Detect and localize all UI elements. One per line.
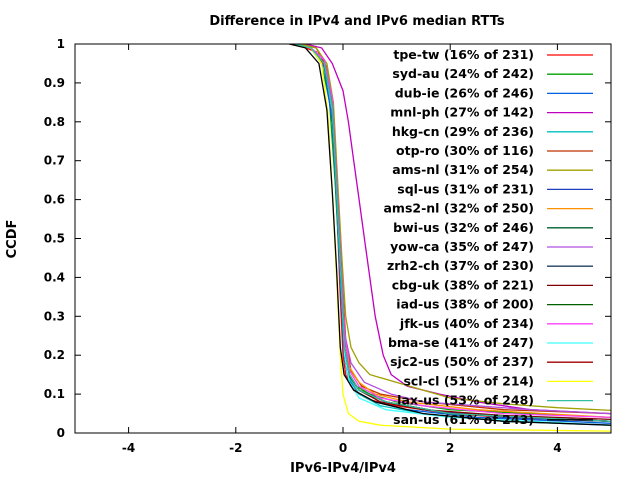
y-tick-label: 1 bbox=[57, 37, 65, 51]
series-line-14 bbox=[294, 44, 611, 419]
y-tick-label: 0.8 bbox=[44, 115, 65, 129]
legend-label: ams2-nl (32% of 250) bbox=[384, 201, 535, 216]
legend-label: yow-ca (35% of 247) bbox=[390, 239, 534, 254]
legend-label: sjc2-us (50% of 237) bbox=[390, 354, 534, 369]
y-tick-label: 0.9 bbox=[44, 76, 65, 90]
x-tick-label: -2 bbox=[229, 441, 242, 455]
series-line-17 bbox=[294, 44, 611, 432]
x-tick-label: 4 bbox=[553, 441, 561, 455]
legend-label: scl-cl (51% of 214) bbox=[403, 373, 534, 388]
y-tick-label: 0.6 bbox=[44, 193, 65, 207]
legend-label: sql-us (31% of 231) bbox=[397, 181, 534, 196]
axis-ticks: -4 -2 0 2 4 0 0.1 0.2 0.3 0.4 0.5 0.6 0.7 0.8 0.9 1 bbox=[44, 37, 611, 455]
y-tick-label: 0.2 bbox=[44, 348, 65, 362]
series-line-19 bbox=[289, 44, 611, 426]
legend-label: syd-au (24% of 242) bbox=[392, 66, 534, 81]
x-tick-label: -4 bbox=[122, 441, 135, 455]
y-axis-label: CCDF bbox=[5, 220, 20, 259]
chart-title: Difference in IPv4 and IPv6 median RTTs bbox=[209, 14, 504, 29]
legend-label: mnl-ph (27% of 142) bbox=[390, 105, 534, 120]
plot-lines bbox=[289, 44, 611, 432]
legend-label: cbg-uk (38% of 221) bbox=[392, 277, 534, 292]
legend-label: tpe-tw (16% of 231) bbox=[393, 47, 534, 62]
legend-label: bwi-us (32% of 246) bbox=[393, 220, 534, 235]
series-line-18 bbox=[294, 44, 611, 422]
series-line-6 bbox=[299, 44, 611, 412]
legend-label: otp-ro (30% of 116) bbox=[396, 143, 534, 158]
legend-label: bma-se (41% of 247) bbox=[388, 335, 534, 350]
legend-label: ams-nl (31% of 254) bbox=[392, 162, 534, 177]
legend-label: san-us (61% of 243) bbox=[393, 412, 534, 427]
legend-label: jfk-us (40% of 234) bbox=[399, 316, 534, 331]
legend: tpe-tw (16% of 231) syd-au (24% of 242) du… bbox=[384, 47, 593, 427]
x-tick-label: 2 bbox=[446, 441, 454, 455]
y-tick-label: 0.5 bbox=[44, 232, 65, 246]
legend-label: zrh2-ch (37% of 230) bbox=[387, 258, 534, 273]
legend-label: lax-us (53% of 248) bbox=[397, 393, 534, 408]
legend-label: dub-ie (26% of 246) bbox=[395, 85, 534, 100]
legend-label: hkg-cn (29% of 236) bbox=[392, 124, 534, 139]
y-tick-label: 0 bbox=[57, 426, 65, 440]
legend-label: iad-us (38% of 200) bbox=[396, 297, 534, 312]
y-tick-label: 0.7 bbox=[44, 154, 65, 168]
y-tick-label: 0.4 bbox=[44, 270, 65, 284]
x-axis-label: IPv6-IPv4/IPv4 bbox=[290, 461, 396, 476]
y-tick-label: 0.1 bbox=[44, 387, 65, 401]
series-line-3 bbox=[305, 44, 611, 415]
y-tick-label: 0.3 bbox=[44, 309, 65, 323]
x-tick-label: 0 bbox=[339, 441, 347, 455]
